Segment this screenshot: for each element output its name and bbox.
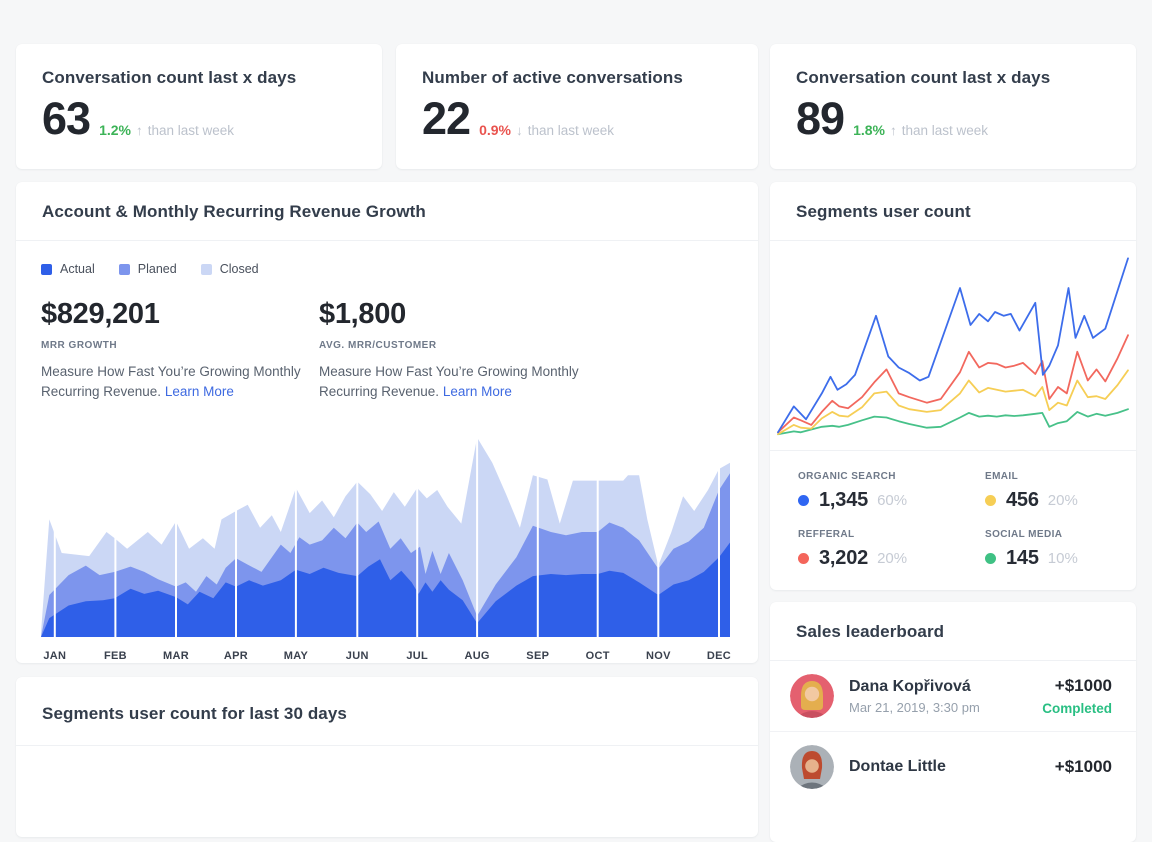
- segment-pct: 60%: [877, 492, 908, 509]
- segment-value: 3,202: [819, 547, 869, 569]
- stat-note: than last week: [901, 122, 989, 138]
- segment-value: 145: [1006, 547, 1039, 569]
- leaderboard-amount: +$1000: [1054, 756, 1112, 776]
- segment-pct: 20%: [1047, 492, 1078, 509]
- segments-30-days-title: Segments user count for last 30 days: [42, 704, 347, 723]
- leaderboard-name: Dontae Little: [849, 757, 946, 775]
- segment-pct: 20%: [877, 550, 908, 567]
- segment-label: EMAIL: [985, 471, 1019, 482]
- mrr-chart-x-axis: JAN FEB MAR APR MAY JUN JUL AUG SEP OCT NOV DEC: [41, 642, 730, 668]
- up-arrow-icon: ↑: [889, 122, 897, 138]
- learn-more-link[interactable]: Learn More: [164, 383, 234, 399]
- segments-30-days-card: Segments user count for last 30 days: [16, 677, 758, 837]
- x-axis-label: JUN: [345, 650, 369, 663]
- avg-mrr-value: $1,800: [319, 298, 406, 330]
- segments-legend: ORGANIC SEARCH 1,345 60% EMAIL 456 20% R…: [770, 451, 1136, 580]
- leaderboard-name: Dana Kopřivová: [849, 677, 971, 695]
- up-arrow-icon: ↑: [135, 122, 143, 138]
- stat-value: 63: [42, 93, 91, 144]
- stat-card-conversation-count-2: Conversation count last x days 89 1.8% ↑…: [770, 44, 1136, 169]
- x-axis-label: MAR: [163, 650, 190, 663]
- desc-text: Measure How Fast You’re Growing Monthly …: [319, 364, 579, 399]
- segment-social-media: SOCIAL MEDIA 145 10%: [985, 529, 1108, 570]
- segment-pct: 10%: [1047, 550, 1078, 567]
- closed-swatch: [200, 263, 212, 275]
- green-dot-icon: [985, 553, 996, 564]
- avg-mrr-desc: Measure How Fast You’re Growing Monthly …: [319, 362, 591, 401]
- sales-leaderboard-card: Sales leaderboard Dana Kopřivová Mar 21,…: [770, 602, 1136, 842]
- legend-item-closed[interactable]: Closed: [200, 262, 259, 276]
- segments-card-title: Segments user count: [796, 202, 971, 221]
- mrr-area-chart: [41, 427, 730, 638]
- stat-note: than last week: [147, 122, 235, 138]
- avatar: [790, 744, 834, 789]
- x-axis-label: APR: [223, 650, 249, 663]
- segment-label: SOCIAL MEDIA: [985, 529, 1063, 540]
- stat-card-title: Conversation count last x days: [42, 68, 297, 87]
- stat-note: than last week: [527, 122, 615, 138]
- desc-text: Measure How Fast You’re Growing Monthly …: [41, 364, 301, 399]
- mrr-card-title: Account & Monthly Recurring Revenue Grow…: [42, 202, 426, 221]
- legend-item-planed[interactable]: Planed: [118, 262, 177, 276]
- segment-organic-search: ORGANIC SEARCH 1,345 60%: [798, 471, 985, 512]
- leaderboard-row[interactable]: Dontae Little +$1000: [770, 731, 1136, 801]
- mrr-growth-desc: Measure How Fast You’re Growing Monthly …: [41, 362, 313, 401]
- x-axis-label: AUG: [464, 650, 490, 663]
- x-axis-label: NOV: [645, 650, 671, 663]
- x-axis-label: SEP: [526, 650, 550, 663]
- segments-user-count-card: Segments user count ORGANIC SEARCH 1,345…: [770, 182, 1136, 590]
- x-axis-label: DEC: [706, 650, 732, 663]
- avg-mrr-stat: $1,800 AVG. MRR/CUSTOMER Measure How Fas…: [319, 298, 597, 401]
- mrr-chart-legend: Actual Planed Closed: [41, 262, 732, 276]
- mrr-growth-stat: $829,201 MRR GROWTH Measure How Fast You…: [41, 298, 319, 401]
- stat-delta: 1.2%: [99, 121, 131, 138]
- x-axis-label: OCT: [585, 650, 610, 663]
- x-axis-label: MAY: [283, 650, 309, 663]
- stat-card-active-conversations: Number of active conversations 22 0.9% ↓…: [396, 44, 758, 169]
- legend-item-actual[interactable]: Actual: [41, 262, 95, 276]
- learn-more-link[interactable]: Learn More: [442, 383, 512, 399]
- red-dot-icon: [798, 553, 809, 564]
- stat-delta: 1.8%: [853, 121, 885, 138]
- stat-value: 89: [796, 93, 845, 144]
- status-badge: Completed: [1042, 701, 1112, 716]
- x-axis-label: JUL: [406, 650, 429, 663]
- blue-dot-icon: [798, 495, 809, 506]
- yellow-dot-icon: [985, 495, 996, 506]
- stat-delta: 0.9%: [479, 121, 511, 138]
- segments-line-chart: [777, 257, 1129, 436]
- segment-label: REFFERAL: [798, 529, 855, 540]
- mrr-growth-label: MRR GROWTH: [41, 340, 118, 351]
- x-axis-label: JAN: [43, 650, 67, 663]
- actual-swatch: [41, 263, 52, 275]
- x-axis-label: FEB: [103, 650, 127, 663]
- legend-label: Actual: [60, 262, 95, 276]
- avg-mrr-label: AVG. MRR/CUSTOMER: [319, 340, 437, 351]
- leaderboard-title: Sales leaderboard: [796, 622, 945, 641]
- leaderboard-amount: +$1000: [1054, 676, 1112, 695]
- stat-card-conversation-count-1: Conversation count last x days 63 1.2% ↑…: [16, 44, 382, 169]
- leaderboard-date: Mar 21, 2019, 3:30 pm: [849, 699, 980, 715]
- segment-value: 456: [1006, 489, 1039, 511]
- planed-swatch: [118, 263, 130, 275]
- mrr-growth-value: $829,201: [41, 298, 160, 330]
- down-arrow-icon: ↓: [515, 122, 523, 138]
- segment-email: EMAIL 456 20%: [985, 471, 1108, 512]
- segment-value: 1,345: [819, 489, 869, 511]
- stat-card-title: Number of active conversations: [422, 68, 683, 87]
- avatar: [790, 674, 834, 718]
- segment-refferal: REFFERAL 3,202 20%: [798, 529, 985, 570]
- leaderboard-row[interactable]: Dana Kopřivová Mar 21, 2019, 3:30 pm +$1…: [770, 661, 1136, 731]
- segment-label: ORGANIC SEARCH: [798, 471, 896, 482]
- mrr-growth-card: Account & Monthly Recurring Revenue Grow…: [16, 182, 758, 663]
- stat-value: 22: [422, 93, 471, 144]
- stat-card-title: Conversation count last x days: [796, 68, 1051, 87]
- legend-label: Planed: [137, 262, 177, 276]
- legend-label: Closed: [219, 262, 259, 276]
